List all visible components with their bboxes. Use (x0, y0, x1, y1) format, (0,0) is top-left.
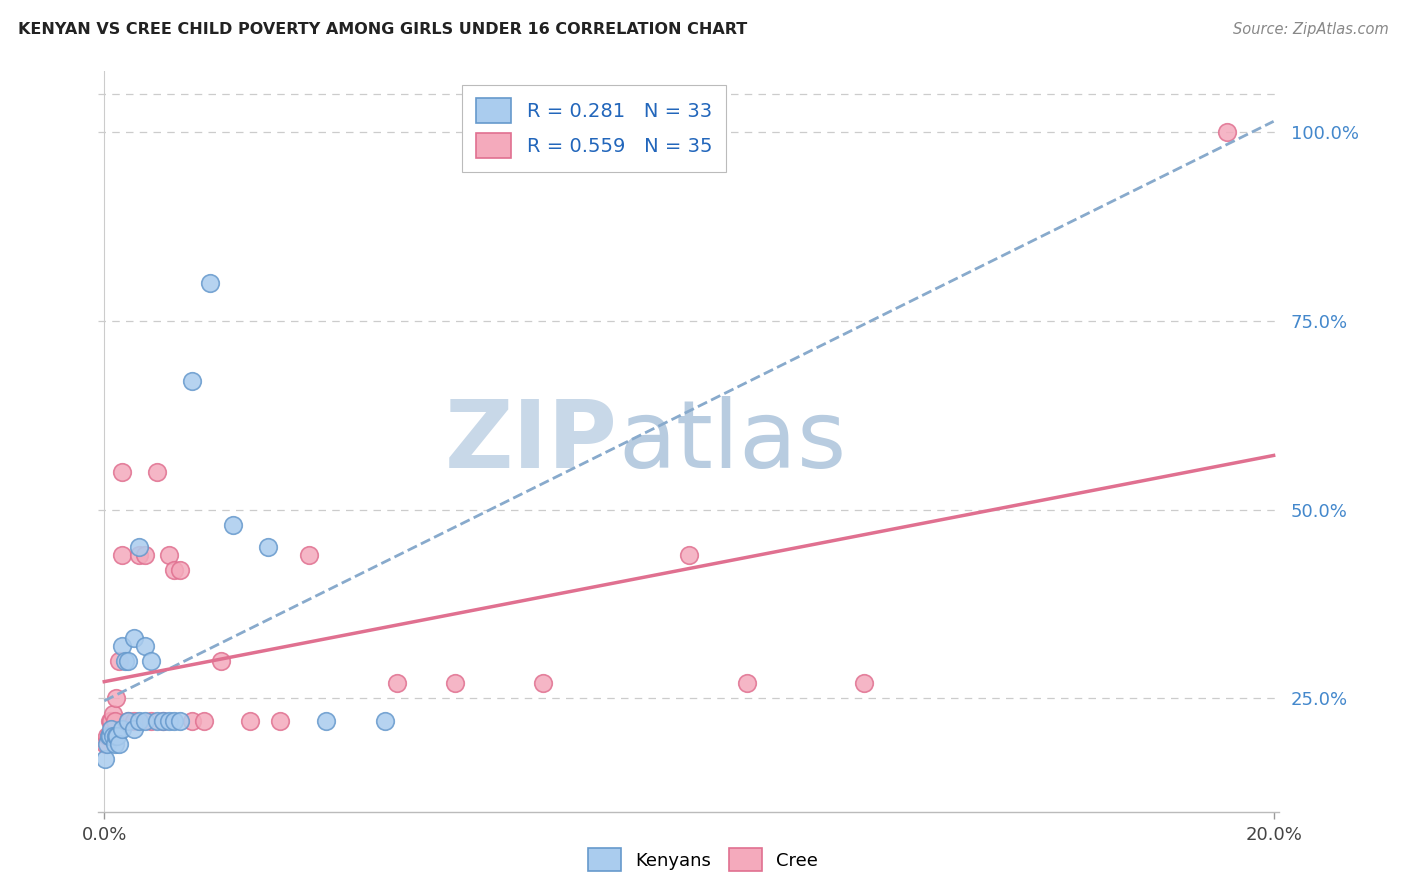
Point (531, 676, 554, 690)
Point (122, 722, 145, 736)
Point (101, 729, 124, 743)
Point (152, 714, 174, 728)
Point (117, 714, 139, 728)
Point (163, 563, 186, 577)
Point (298, 548, 321, 562)
Point (163, 714, 186, 728)
Point (100, 722, 122, 736)
Point (94, 737, 117, 751)
Point (198, 276, 221, 290)
Text: Source: ZipAtlas.com: Source: ZipAtlas.com (1233, 22, 1389, 37)
Point (101, 706, 124, 721)
Point (134, 548, 156, 562)
Point (257, 541, 280, 555)
Point (209, 654, 232, 668)
Point (169, 563, 191, 577)
Point (239, 714, 262, 728)
Point (619, 820, 641, 834)
Point (385, 676, 408, 690)
Point (152, 714, 174, 728)
Point (111, 548, 134, 562)
Point (98, 729, 121, 743)
Point (96, 729, 118, 743)
Point (117, 654, 139, 668)
Point (111, 722, 134, 736)
Point (146, 714, 169, 728)
Text: ZIP: ZIP (446, 395, 619, 488)
Point (105, 729, 128, 743)
Point (193, 714, 215, 728)
Point (122, 631, 145, 645)
Point (104, 691, 127, 706)
Point (181, 714, 204, 728)
Point (98, 714, 121, 728)
Point (181, 374, 204, 388)
Point (111, 465, 134, 479)
Point (128, 548, 150, 562)
Text: KENYAN VS CREE CHILD POVERTY AMONG GIRLS UNDER 16 CORRELATION CHART: KENYAN VS CREE CHILD POVERTY AMONG GIRLS… (18, 22, 748, 37)
Point (104, 737, 127, 751)
Point (104, 729, 127, 743)
Point (374, 714, 396, 728)
Point (104, 714, 127, 728)
Point (134, 714, 156, 728)
Legend: Kenyans, Cree: Kenyans, Cree (581, 841, 825, 879)
Point (678, 548, 700, 562)
Point (139, 714, 162, 728)
Point (96, 737, 118, 751)
Point (222, 517, 245, 532)
Point (269, 714, 291, 728)
Point (134, 639, 156, 653)
Point (97, 729, 120, 743)
Point (157, 714, 180, 728)
Legend: R = 0.281   N = 33, R = 0.559   N = 35: R = 0.281 N = 33, R = 0.559 N = 35 (463, 85, 725, 171)
Text: atlas: atlas (619, 395, 846, 488)
Point (114, 654, 136, 668)
Point (97, 729, 120, 743)
Point (139, 654, 162, 668)
Point (169, 714, 191, 728)
Point (128, 714, 150, 728)
Point (94, 752, 117, 766)
Point (315, 714, 337, 728)
Point (853, 676, 876, 690)
Point (117, 714, 139, 728)
Point (100, 714, 122, 728)
Point (108, 737, 131, 751)
Point (111, 639, 134, 653)
Point (128, 541, 150, 555)
Point (444, 676, 467, 690)
Point (157, 548, 180, 562)
Point (737, 676, 759, 690)
Point (146, 465, 169, 479)
Point (122, 714, 145, 728)
Point (108, 654, 131, 668)
Point (1216, 125, 1239, 139)
